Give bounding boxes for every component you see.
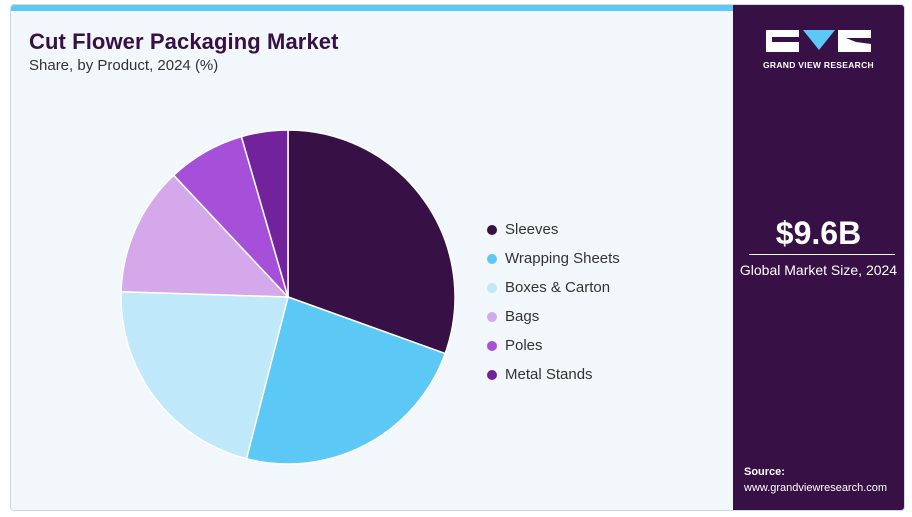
gvr-logo-icon xyxy=(766,30,871,52)
legend-item-boxes-carton: Boxes & Carton xyxy=(487,273,620,302)
chart-legend: Sleeves Wrapping Sheets Boxes & Carton Bags… xyxy=(487,215,620,389)
pie-slice-boxes-carton xyxy=(120,290,289,460)
chart-subtitle: Share, by Product, 2024 (%) xyxy=(29,57,219,74)
legend-item-sleeves: Sleeves xyxy=(487,215,620,244)
source-url: www.grandviewresearch.com xyxy=(744,482,888,494)
pie-slice-bags xyxy=(120,174,290,298)
legend-item-bags: Bags xyxy=(487,302,620,331)
legend-label: Wrapping Sheets xyxy=(505,250,620,267)
legend-swatch xyxy=(487,282,497,293)
legend-swatch xyxy=(487,224,497,235)
legend-label: Sleeves xyxy=(505,221,559,238)
legend-label: Boxes & Carton xyxy=(505,279,611,296)
legend-swatch xyxy=(487,369,497,380)
source-label: Source: xyxy=(744,466,785,478)
chart-card: Cut Flower Packaging Market Share, by Pr… xyxy=(10,4,905,511)
legend-item-poles: Poles xyxy=(487,331,620,360)
legend-label: Metal Stands xyxy=(505,366,593,383)
legend-swatch xyxy=(487,311,497,322)
pie-slice-metal-stands xyxy=(240,129,289,298)
sidebar-panel: GRAND VIEW RESEARCH $9.6B Global Market … xyxy=(733,5,904,510)
legend-item-wrapping-sheets: Wrapping Sheets xyxy=(487,244,620,273)
legend-label: Bags xyxy=(505,308,540,325)
pie-slice-sleeves xyxy=(287,129,456,355)
legend-swatch xyxy=(487,253,497,264)
legend-swatch xyxy=(487,340,497,351)
legend-label: Poles xyxy=(505,337,543,354)
legend-item-metal-stands: Metal Stands xyxy=(487,360,620,389)
divider xyxy=(749,254,895,255)
chart-title: Cut Flower Packaging Market xyxy=(29,29,339,54)
pie-slice-wrapping-sheets xyxy=(245,296,447,465)
brand-name: GRAND VIEW RESEARCH xyxy=(762,60,874,70)
market-size-label: Global Market Size, 2024 xyxy=(739,262,898,278)
market-size-value: $9.6B xyxy=(775,215,862,251)
top-accent-bar xyxy=(11,5,733,11)
pie-chart xyxy=(120,129,456,465)
